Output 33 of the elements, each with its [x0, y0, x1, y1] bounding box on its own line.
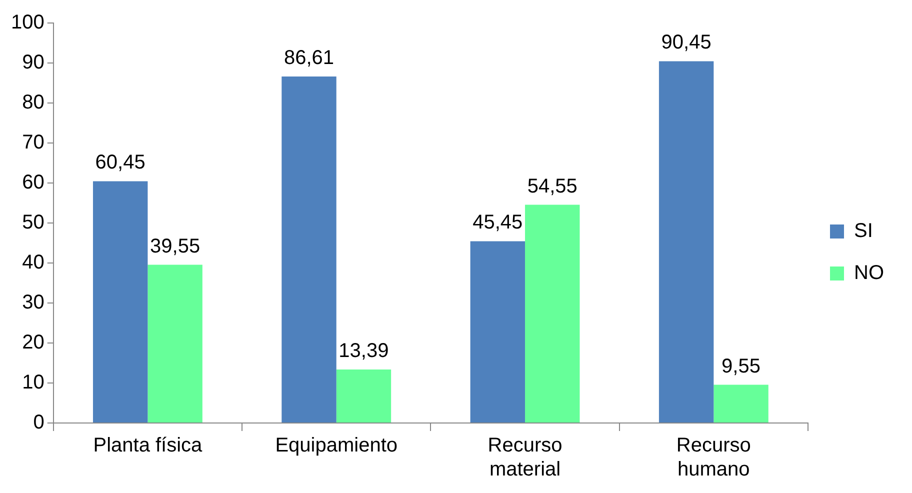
bar [658, 61, 714, 422]
data-label: 39,55 [150, 235, 200, 258]
data-label: 13,39 [338, 340, 389, 362]
data-label: 86,61 [284, 47, 334, 70]
bar [336, 369, 392, 422]
data-label: 45,45 [472, 212, 523, 234]
bar [714, 384, 768, 422]
bar [282, 76, 336, 422]
y-tick-label: 30 [22, 292, 44, 314]
bar [148, 264, 202, 422]
legend-label: SI [854, 220, 873, 242]
bar [470, 241, 526, 422]
y-tick-label: 60 [22, 172, 44, 194]
y-tick-label: 100 [10, 12, 44, 34]
y-tick-label: 50 [22, 212, 44, 234]
data-label: 9,55 [722, 355, 760, 378]
x-tick-label: Recurso material [488, 434, 562, 481]
y-tick-label: 20 [22, 332, 44, 354]
y-tick-label: 70 [22, 132, 44, 154]
data-label: 90,45 [661, 32, 712, 54]
x-tick-label: Recurso humano [676, 434, 751, 481]
y-tick-label: 0 [33, 412, 44, 434]
bar [525, 204, 580, 422]
y-tick-label: 80 [22, 92, 44, 114]
data-label: 60,45 [95, 152, 146, 174]
y-tick-label: 10 [22, 372, 44, 394]
bar [92, 181, 148, 422]
y-tick-label: 90 [22, 52, 44, 74]
x-tick-label: Equipamiento [275, 434, 398, 457]
x-tick-label: Planta física [93, 434, 204, 457]
y-tick-label: 40 [22, 252, 44, 274]
legend-label: NO [854, 262, 884, 284]
data-label: 54,55 [527, 175, 578, 198]
